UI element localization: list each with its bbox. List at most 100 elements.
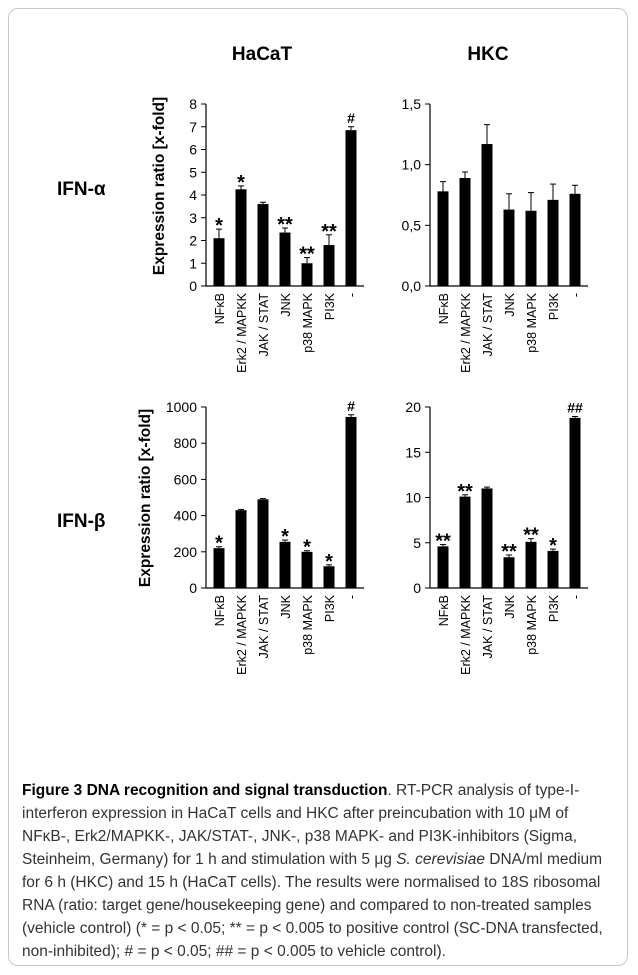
bar xyxy=(569,193,581,286)
bar xyxy=(459,496,471,588)
significance-mark: # xyxy=(347,398,355,414)
y-tick-label: 2 xyxy=(189,233,197,249)
caption-text-part-2: DNA/ml medium for 6 h (HKC) and 15 h (Ha… xyxy=(22,851,603,960)
significance-mark: ** xyxy=(523,525,539,547)
x-category-label: - xyxy=(345,595,359,599)
x-category-label: JAK / STAT xyxy=(481,595,495,659)
bar xyxy=(569,417,581,588)
bar xyxy=(235,510,247,588)
significance-mark: ** xyxy=(457,481,473,503)
figure-charts: HaCaT HKC IFN-α IFN-β Expression ratio [… xyxy=(57,44,588,675)
x-category-label: JNK xyxy=(503,594,517,618)
significance-mark: ** xyxy=(277,214,293,236)
bar xyxy=(547,550,559,588)
bar xyxy=(257,204,269,286)
bar xyxy=(481,488,493,588)
significance-mark: * xyxy=(303,537,311,559)
x-category-label: JNK xyxy=(279,292,293,316)
bar xyxy=(213,238,225,286)
y-tick-label: 0 xyxy=(189,278,197,294)
x-category-label: p38 MAPK xyxy=(525,292,539,352)
bar xyxy=(547,199,559,286)
x-category-label: JAK / STAT xyxy=(257,595,271,659)
y-tick-label: 0 xyxy=(413,580,421,596)
x-category-label: JAK / STAT xyxy=(257,293,271,357)
bar xyxy=(257,499,269,588)
x-category-label: PI3K xyxy=(323,594,337,622)
x-category-label: JAK / STAT xyxy=(481,293,495,357)
y-tick-label: 5 xyxy=(189,164,197,180)
significance-mark: * xyxy=(237,172,245,194)
figure-caption: Figure 3 DNA recognition and signal tran… xyxy=(22,779,620,963)
bar xyxy=(323,245,335,286)
significance-mark: ** xyxy=(435,531,451,553)
bar xyxy=(345,416,357,588)
x-category-label: Erk2 / MAPKK xyxy=(235,594,249,675)
y-axis-label-top: Expression ratio [x-fold] xyxy=(151,97,168,275)
chart-panel: 0,0 0,5 1,0 1,5 NFκB Erk2 / MAPKK JAK / STAT JN… xyxy=(402,96,588,373)
bar xyxy=(301,551,313,588)
bar xyxy=(437,546,449,588)
y-tick-label: 1,5 xyxy=(402,96,422,112)
column-header-hacat: HaCaT xyxy=(232,44,293,65)
y-tick-label: 5 xyxy=(413,535,421,551)
y-tick-label: 600 xyxy=(174,471,198,487)
x-category-label: NFκB xyxy=(213,293,227,324)
chart-panel: 0 200 400 600 800 1000 * NFκB Erk2 / MAPKK JAK / … xyxy=(166,398,364,675)
y-tick-label: 1 xyxy=(189,255,197,271)
x-category-label: JNK xyxy=(279,594,293,618)
x-category-label: PI3K xyxy=(547,594,561,622)
x-category-label: p38 MAPK xyxy=(525,594,539,654)
caption-species: S. cerevisiae xyxy=(396,851,485,868)
caption-title: Figure 3 DNA recognition and signal tran… xyxy=(22,782,388,799)
bar xyxy=(279,541,291,588)
bar xyxy=(345,130,357,286)
x-category-label: - xyxy=(569,595,583,599)
y-tick-label: 7 xyxy=(189,119,197,135)
x-category-label: NFκB xyxy=(437,293,451,324)
figure-frame xyxy=(8,8,628,966)
significance-mark: # xyxy=(347,110,355,126)
y-axis-label-bottom: Expression ratio [x-fold] xyxy=(137,409,154,587)
x-category-label: JNK xyxy=(503,292,517,316)
bar xyxy=(301,263,313,286)
y-tick-label: 1000 xyxy=(166,399,197,415)
x-category-label: PI3K xyxy=(547,292,561,320)
y-tick-label: 4 xyxy=(189,187,197,203)
x-category-label: NFκB xyxy=(213,595,227,626)
bar xyxy=(437,191,449,286)
x-category-label: Erk2 / MAPKK xyxy=(459,292,473,373)
x-category-label: p38 MAPK xyxy=(301,594,315,654)
y-tick-label: 0,5 xyxy=(402,217,422,233)
y-tick-label: 3 xyxy=(189,210,197,226)
y-tick-label: 0,0 xyxy=(402,278,422,294)
caption-text-part-1: . RT-PCR analysis of type-I-interferon e… xyxy=(22,782,580,868)
significance-mark: ## xyxy=(567,400,583,416)
bar xyxy=(213,548,225,588)
x-category-label: - xyxy=(345,293,359,297)
y-tick-label: 8 xyxy=(189,96,197,112)
bar xyxy=(235,189,247,286)
significance-mark: * xyxy=(325,551,333,573)
y-tick-label: 10 xyxy=(405,490,421,506)
bar xyxy=(323,566,335,588)
bar xyxy=(481,144,493,286)
x-category-label: Erk2 / MAPKK xyxy=(235,292,249,373)
x-category-label: PI3K xyxy=(323,292,337,320)
bar xyxy=(279,232,291,286)
bar xyxy=(503,209,515,286)
bar xyxy=(525,541,537,588)
significance-mark: * xyxy=(549,535,557,557)
y-tick-label: 6 xyxy=(189,142,197,158)
bar xyxy=(525,210,537,286)
row-label-ifn-alpha: IFN-α xyxy=(57,179,106,200)
x-category-label: NFκB xyxy=(437,595,451,626)
column-header-hkc: HKC xyxy=(467,44,508,65)
significance-mark: ** xyxy=(321,221,337,243)
x-category-label: - xyxy=(569,293,583,297)
y-tick-label: 800 xyxy=(174,435,198,451)
significance-mark: * xyxy=(215,533,223,555)
y-tick-label: 400 xyxy=(174,508,198,524)
bar xyxy=(459,178,471,286)
